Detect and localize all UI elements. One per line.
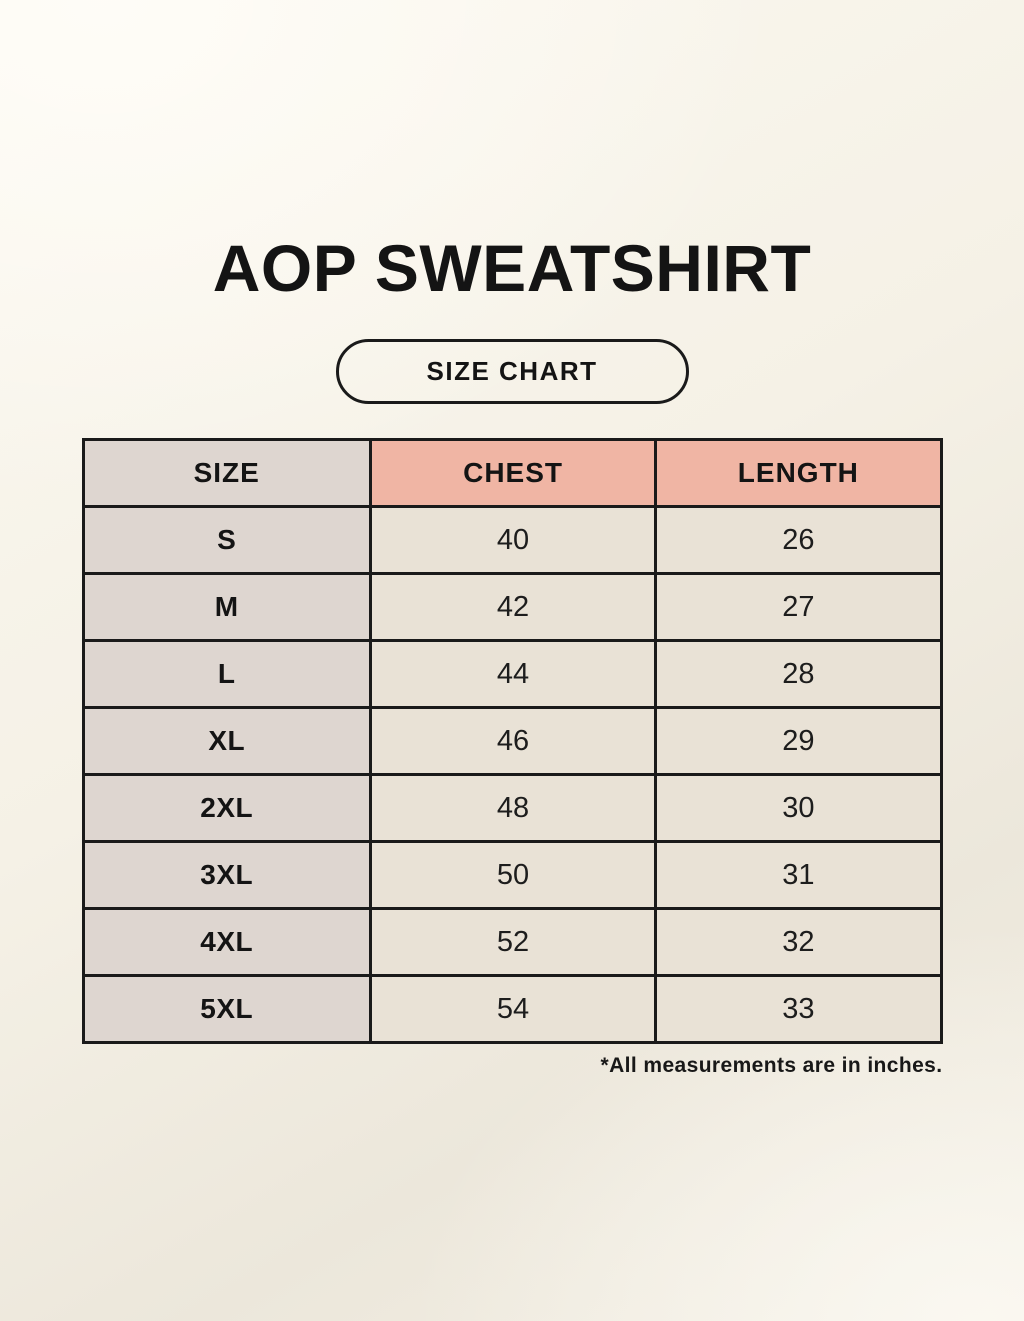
- column-header-chest: CHEST: [368, 438, 658, 509]
- page-title: AOP SWEATSHIRT: [212, 231, 812, 305]
- chest-cell: 40: [368, 505, 658, 576]
- chest-cell: 50: [368, 840, 658, 911]
- measurements-footnote: *All measurements are in inches.: [600, 1054, 943, 1078]
- table-row: 5XL 54 33: [81, 974, 943, 1045]
- size-cell: 5XL: [81, 974, 372, 1045]
- length-cell: 26: [654, 505, 943, 576]
- size-cell: 4XL: [81, 907, 372, 978]
- length-cell: 31: [654, 840, 943, 911]
- length-cell: 32: [654, 907, 943, 978]
- length-cell: 27: [654, 572, 943, 643]
- length-cell: 30: [654, 773, 943, 844]
- size-chart-table: SIZE CHEST LENGTH S 40 26 M 42 27 L 44 2…: [81, 438, 943, 1045]
- chest-cell: 52: [368, 907, 658, 978]
- size-chart-page: AOP SWEATSHIRT SIZE CHART SIZE CHEST LEN…: [81, 0, 943, 1078]
- length-cell: 29: [654, 706, 943, 777]
- size-cell: M: [81, 572, 372, 643]
- table-row: 4XL 52 32: [81, 907, 943, 978]
- size-cell: XL: [81, 706, 372, 777]
- column-header-length: LENGTH: [654, 438, 943, 509]
- table-row: M 42 27: [81, 572, 943, 643]
- length-cell: 33: [654, 974, 943, 1045]
- chest-cell: 42: [368, 572, 658, 643]
- length-cell: 28: [654, 639, 943, 710]
- table-row: XL 46 29: [81, 706, 943, 777]
- chest-cell: 44: [368, 639, 658, 710]
- size-cell: S: [81, 505, 372, 576]
- table-row: 2XL 48 30: [81, 773, 943, 844]
- chest-cell: 54: [368, 974, 658, 1045]
- size-chart-badge: SIZE CHART: [335, 339, 689, 405]
- chest-cell: 46: [368, 706, 658, 777]
- chest-cell: 48: [368, 773, 658, 844]
- size-cell: 2XL: [81, 773, 372, 844]
- size-cell: 3XL: [81, 840, 372, 911]
- table-row: S 40 26: [81, 505, 943, 576]
- table-header-row: SIZE CHEST LENGTH: [81, 438, 943, 509]
- size-cell: L: [81, 639, 372, 710]
- table-row: 3XL 50 31: [81, 840, 943, 911]
- badge-row: SIZE CHART: [82, 339, 943, 405]
- table-row: L 44 28: [81, 639, 943, 710]
- column-header-size: SIZE: [81, 438, 372, 509]
